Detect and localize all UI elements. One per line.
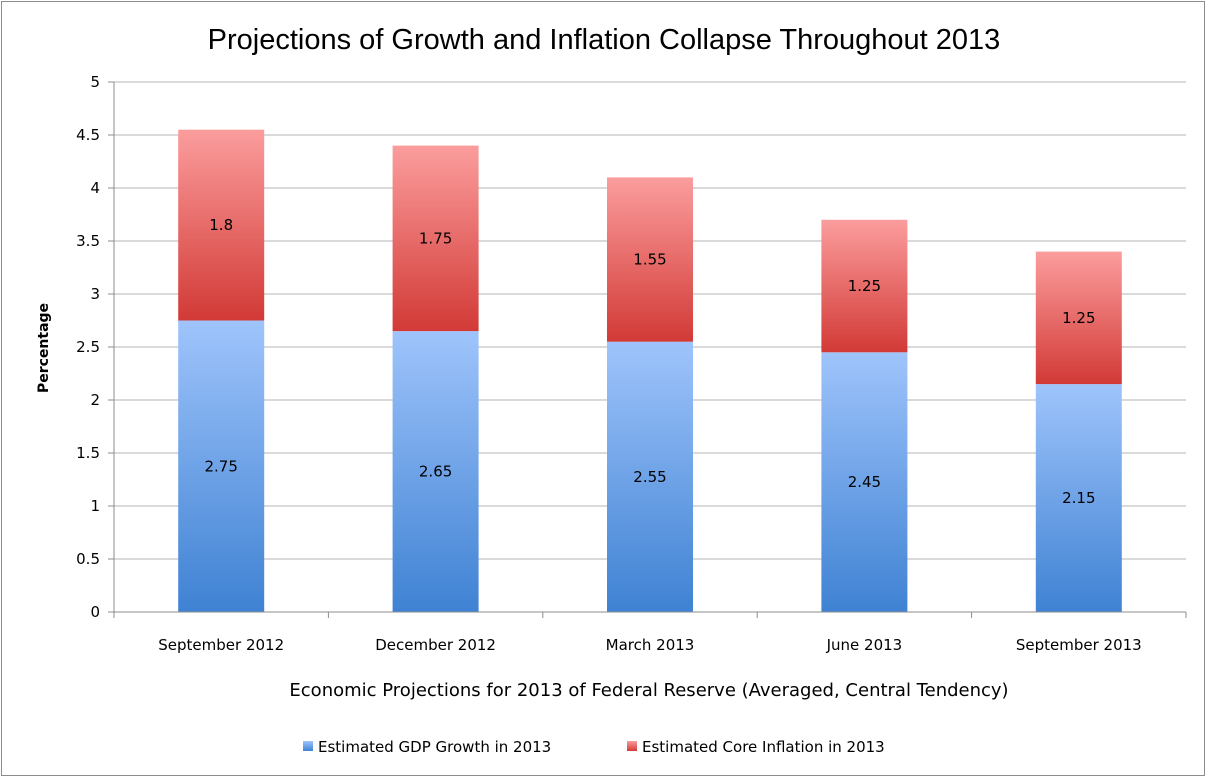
data-label: 2.15 (1062, 489, 1095, 507)
legend-swatch (627, 741, 637, 751)
x-tick-label: September 2013 (1016, 636, 1142, 654)
x-axis-ticks: September 2012 December 2012 March 2013 Jun… (113, 611, 1187, 654)
data-label: 1.25 (848, 277, 881, 295)
data-label: 1.25 (1062, 309, 1095, 327)
bar-inflation (392, 145, 479, 332)
bar-gdp (178, 320, 265, 612)
data-label: 2.65 (419, 463, 452, 481)
y-tick-label: 4.5 (76, 126, 100, 144)
y-tick-label: 3 (90, 285, 100, 303)
bar-gdp (1035, 384, 1122, 612)
y-tick-label: 2 (90, 391, 100, 409)
y-axis-ticks: 0 0.5 1 1.5 2 2.5 3 3.5 4 4.5 5 (76, 73, 115, 621)
y-tick-label: 4 (90, 179, 100, 197)
x-tick-label: June 2013 (826, 636, 903, 654)
y-tick-label: 2.5 (76, 338, 100, 356)
y-tick-label: 1 (90, 497, 100, 515)
bar-gdp (821, 352, 908, 612)
y-tick-label: 5 (90, 73, 100, 91)
data-label: 2.45 (848, 473, 881, 491)
x-tick-label: December 2012 (375, 636, 496, 654)
y-tick-label: 3.5 (76, 232, 100, 250)
legend-label: Estimated Core Inflation in 2013 (642, 738, 885, 756)
x-axis-title: Economic Projections for 2013 of Federal… (289, 680, 1008, 701)
y-tick-label: 0.5 (76, 550, 100, 568)
y-axis-title: Percentage (36, 303, 52, 393)
x-tick-label: September 2012 (158, 636, 284, 654)
y-tick-label: 1.5 (76, 444, 100, 462)
data-label: 2.55 (633, 468, 666, 486)
bar-inflation (1035, 251, 1122, 385)
data-label: 2.75 (204, 457, 237, 475)
x-tick-label: March 2013 (606, 636, 695, 654)
bars (178, 129, 1122, 612)
bar-gdp (607, 341, 693, 612)
bar-inflation (821, 219, 908, 353)
bar-inflation (178, 129, 265, 321)
data-label: 1.8 (209, 216, 233, 234)
legend-label: Estimated GDP Growth in 2013 (318, 738, 551, 756)
bar-inflation (607, 177, 693, 342)
data-label: 1.55 (633, 251, 666, 269)
legend-swatch (303, 741, 313, 751)
y-tick-label: 0 (90, 603, 100, 621)
bar-gdp (392, 331, 479, 612)
gridlines (114, 81, 1186, 560)
data-label: 1.75 (419, 229, 452, 247)
data-labels: 2.75 1.8 2.65 1.75 2.55 1.55 2.45 1.25 2.15 1.25 (204, 216, 1095, 507)
chart-title: Projections of Growth and Inflation Coll… (208, 24, 1001, 56)
legend: Estimated GDP Growth in 2013 Estimated Co… (303, 738, 885, 756)
